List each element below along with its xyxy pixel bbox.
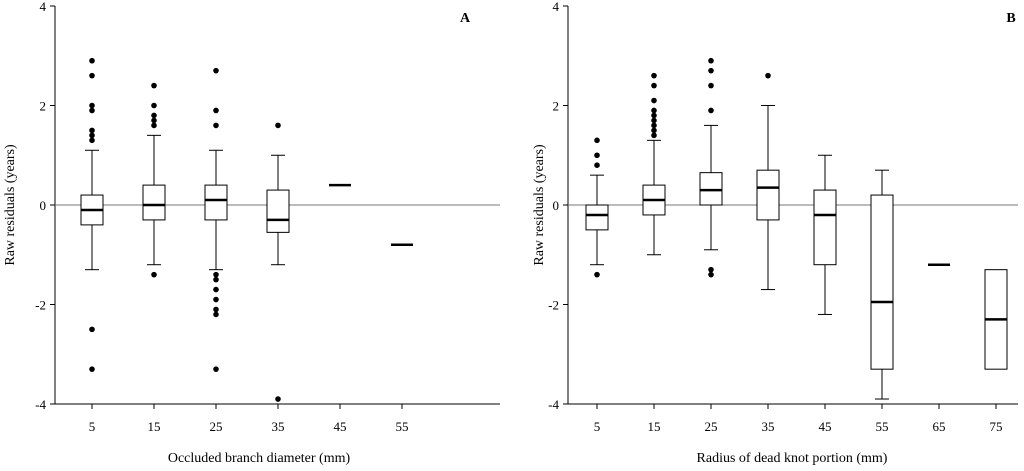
- panel-a-box-15: [142, 82, 166, 278]
- panel-b-outlier-point: [651, 132, 657, 139]
- panel-a-outlier-point: [89, 57, 95, 64]
- panel-a-outlier-point: [213, 366, 219, 372]
- panel-b-outlier-point: [708, 266, 714, 273]
- panel-b-outlier-point: [708, 67, 714, 74]
- panel-a-y-tick-label: 2: [40, 99, 47, 114]
- panel-a-outlier-point: [213, 271, 219, 278]
- panel-a-outlier-point: [213, 122, 219, 129]
- panel-a-y-tick-label: -4: [35, 397, 46, 412]
- panel-b-outlier-point: [708, 107, 714, 114]
- panel-a-y-axis-label: Raw residuals (years): [3, 144, 18, 266]
- panel-b-outlier-point: [708, 57, 714, 64]
- panel-a-outlier-point: [213, 306, 219, 313]
- panel-a-iqr-box-25: [204, 184, 228, 221]
- panel-b-outlier-point: [651, 122, 657, 129]
- panel-b-x-axis-label: Radius of dead knot portion (mm): [697, 451, 888, 466]
- panel-b-x-tick-label: 75: [990, 419, 1003, 434]
- panel-b-outlier-point: [651, 107, 657, 114]
- panel-b-outlier-point: [651, 97, 657, 104]
- panel-a-y-tick-label: 0: [40, 198, 47, 213]
- panel-a-outlier-point: [151, 112, 157, 119]
- panel-b-iqr-box-35: [756, 169, 780, 221]
- panel-b-iqr-box-5: [585, 204, 609, 231]
- panel-a-outlier-point: [213, 296, 219, 303]
- panel-b-outlier-point: [651, 72, 657, 79]
- panel-a-box-5: [80, 57, 104, 372]
- panel-a-outlier-point: [213, 276, 219, 283]
- panel-b-outlier-point: [594, 162, 600, 168]
- panel-a-outlier-point: [89, 137, 95, 144]
- panel-a-x-axis-label: Occluded branch diameter (mm): [168, 451, 351, 466]
- panel-b-y-axis-label: Raw residuals (years): [532, 144, 547, 266]
- panel-b-box-45: [813, 154, 837, 315]
- panel-b-box-35: [756, 72, 780, 291]
- panel-b-x-tick-label: 45: [819, 419, 832, 434]
- panel-a-y-tick-label: 4: [40, 0, 47, 14]
- panel-a-outlier-point: [89, 366, 95, 372]
- panel-b-outlier-point: [765, 72, 771, 79]
- panel-b-outlier-point: [594, 271, 600, 278]
- panel-a-outlier-point: [213, 286, 219, 293]
- panel-b: B Radius of dead knot portion (mm) Raw r…: [532, 0, 1018, 466]
- panel-a-outlier-point: [89, 72, 95, 79]
- panel-a-outlier-point: [89, 127, 95, 134]
- panel-b-x-tick-label: 25: [705, 419, 718, 434]
- panel-a-outlier-point: [151, 82, 157, 89]
- panel-a-box-35: [266, 122, 290, 402]
- panel-a-outlier-point: [151, 117, 157, 124]
- panel-b-box-15: [642, 72, 666, 256]
- panel-b-x-tick-label: 15: [648, 419, 661, 434]
- panel-b-outlier-point: [708, 82, 714, 89]
- panel-a-y-tick-label: -2: [35, 298, 46, 313]
- panel-a-x-tick-label: 15: [148, 419, 161, 434]
- panel-a-x-tick-label: 55: [396, 419, 409, 434]
- panel-a-outlier-point: [213, 107, 219, 114]
- panel-b-x-tick-label: 35: [762, 419, 775, 434]
- panel-b-iqr-box-55: [870, 194, 894, 370]
- panel-a-outlier-point: [89, 132, 95, 139]
- panel-b-y-tick-label: -2: [548, 298, 559, 313]
- panel-a-outlier-point: [89, 326, 95, 333]
- panel-a-outlier-point: [151, 102, 157, 109]
- panel-b-box-55: [870, 169, 894, 400]
- panel-b-iqr-box-45: [813, 189, 837, 266]
- panel-a-outlier-point: [275, 396, 281, 402]
- panel-a-x-tick-label: 5: [89, 419, 96, 434]
- panel-b-y-tick-label: -4: [548, 397, 559, 412]
- panel-b-outlier-point: [651, 117, 657, 124]
- panel-a-iqr-box-15: [142, 184, 166, 221]
- panel-b-letter: B: [1006, 11, 1015, 26]
- panel-b-x-tick-label: 65: [933, 419, 946, 434]
- panel-a-x-tick-label: 45: [334, 419, 347, 434]
- panel-b-x-tick-label: 5: [594, 419, 601, 434]
- panel-b-y-tick-label: 4: [553, 0, 560, 14]
- panel-b-outlier-point: [594, 152, 600, 159]
- panel-a-box-25: [204, 67, 228, 372]
- panel-b-outlier-point: [708, 271, 714, 278]
- panel-a-outlier-point: [151, 122, 157, 129]
- panel-a-outlier-point: [151, 271, 157, 278]
- panel-a-iqr-box-35: [266, 189, 290, 233]
- panel-b-box-25: [699, 57, 723, 278]
- panel-b-outlier-point: [651, 127, 657, 134]
- panel-a-outlier-point: [213, 311, 219, 318]
- panel-b-y-tick-label: 0: [553, 198, 560, 213]
- panel-b-box-75: [984, 269, 1008, 370]
- panel-a-outlier-point: [89, 102, 95, 109]
- panel-b-outlier-point: [651, 82, 657, 89]
- panel-b-y-tick-label: 2: [553, 99, 560, 114]
- panel-b-outlier-point: [651, 112, 657, 119]
- panel-a-outlier-point: [275, 122, 281, 129]
- panel-a-outlier-point: [213, 67, 219, 74]
- panel-a-letter: A: [460, 11, 471, 26]
- panel-a: A Occluded branch diameter (mm) Raw resi…: [3, 0, 500, 466]
- panel-a-x-tick-label: 25: [210, 419, 223, 434]
- panel-a-x-tick-label: 35: [272, 419, 285, 434]
- panel-b-outlier-point: [594, 137, 600, 144]
- panel-b-x-tick-label: 55: [876, 419, 889, 434]
- panel-b-box-5: [585, 137, 609, 278]
- panel-a-outlier-point: [89, 107, 95, 114]
